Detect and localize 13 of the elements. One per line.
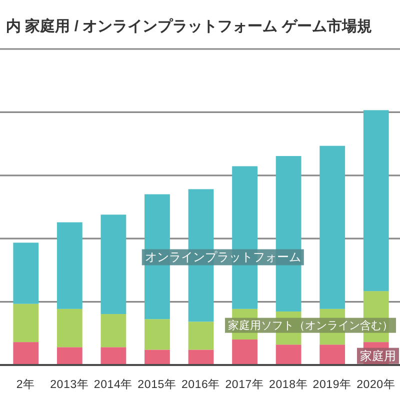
x-tick-label: 2015年 bbox=[138, 378, 177, 391]
x-tick-label: 2014年 bbox=[94, 378, 133, 391]
x-tick-label: 2018年 bbox=[269, 378, 308, 391]
x-tick-label: 2013年 bbox=[50, 378, 90, 391]
series-label: オンラインプラットフォーム bbox=[144, 250, 301, 264]
x-tick-label: 2020年 bbox=[356, 378, 396, 391]
x-tick-label: 2年 bbox=[16, 378, 36, 391]
title: 内 家庭用 / オンラインプラットフォーム ゲーム市場規 bbox=[6, 18, 372, 35]
x-tick-label: 2019年 bbox=[312, 378, 352, 391]
series-label: 家庭用 bbox=[360, 348, 396, 363]
x-tick-label: 2017年 bbox=[225, 378, 264, 391]
x-tick-label: 2016年 bbox=[181, 378, 221, 391]
series-label: 家庭用ソフト（オンライン含む） bbox=[228, 318, 393, 332]
